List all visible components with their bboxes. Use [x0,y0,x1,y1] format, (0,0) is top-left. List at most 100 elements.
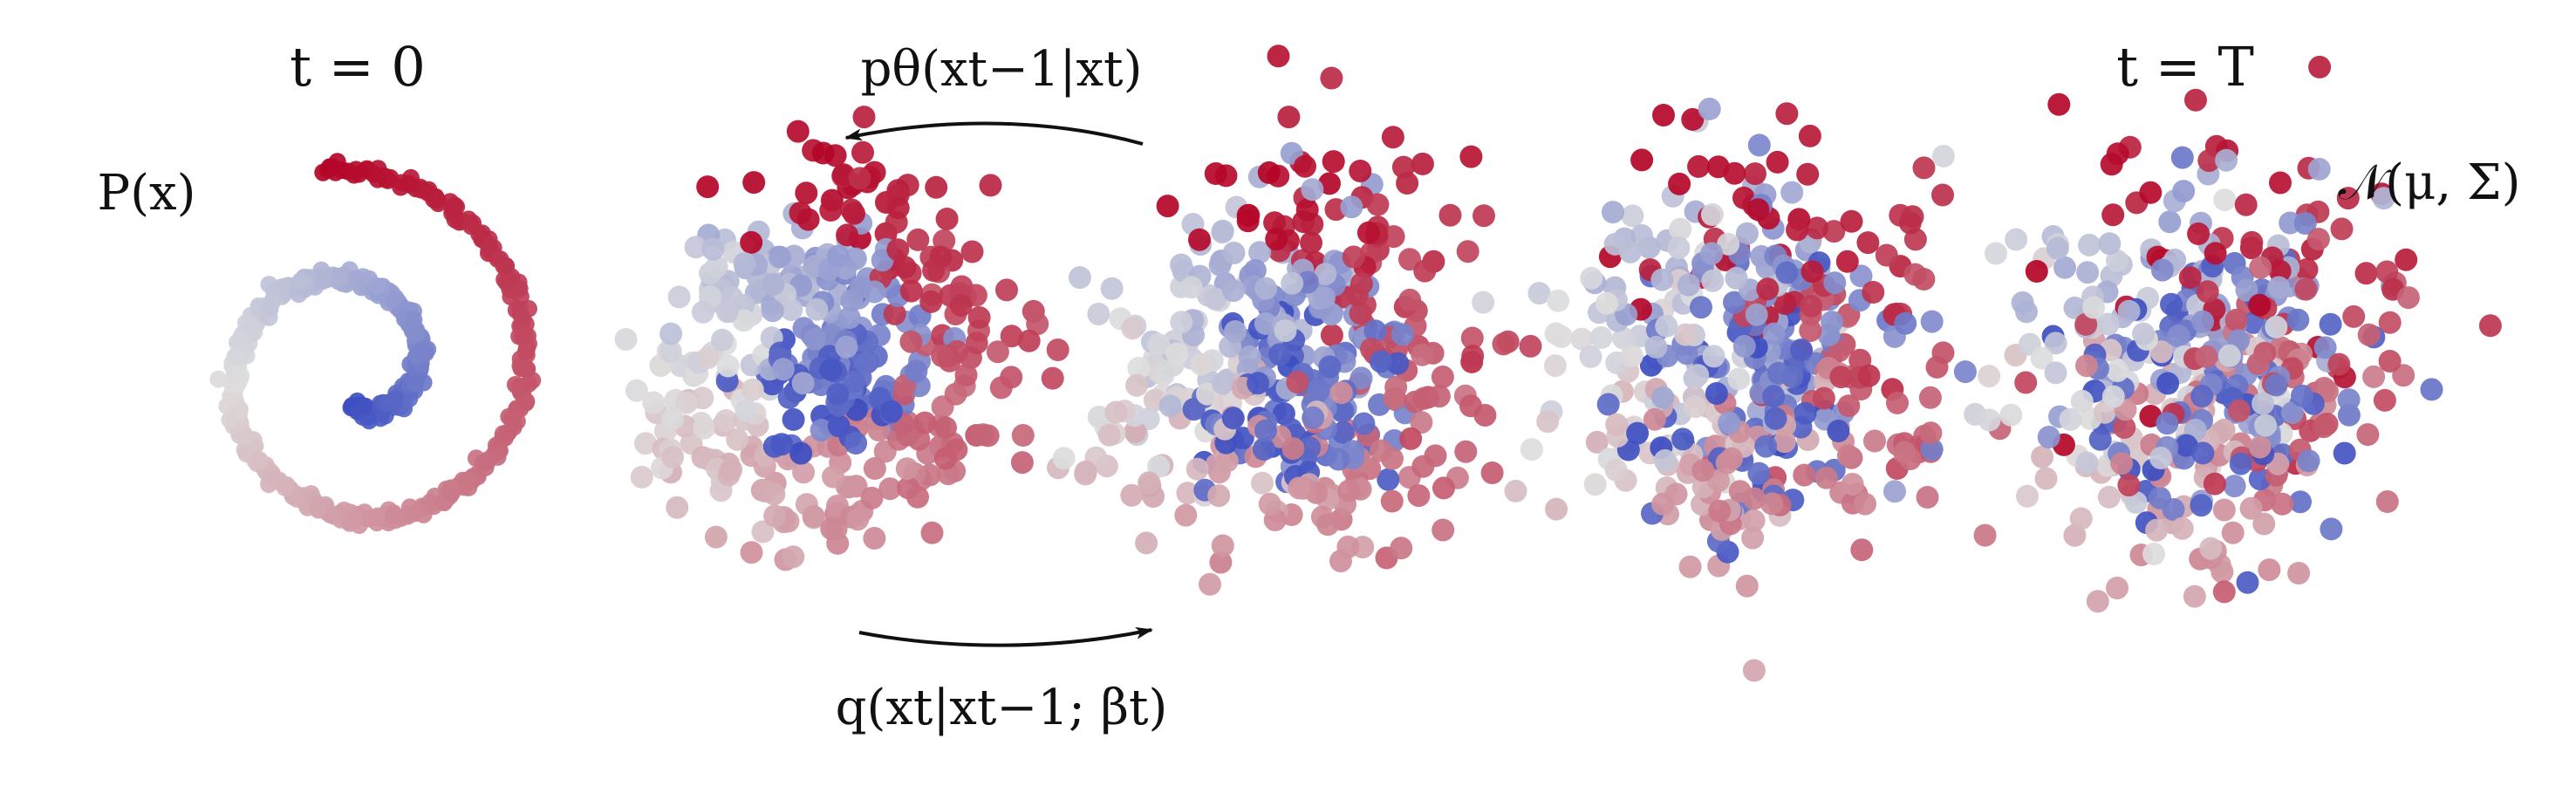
sample-point [1251,471,1274,495]
sample-point [1011,424,1035,447]
sample-point [369,507,387,525]
sample-point [979,174,1002,197]
sample-point [1762,322,1786,345]
sample-point [1383,386,1406,410]
sample-point [986,340,1009,364]
sample-point [2478,314,2502,338]
sample-point [1263,211,1287,235]
sample-point [1294,154,1316,178]
title-t0: t = 0 [290,35,426,99]
sample-point [1720,447,1743,470]
sample-point [1331,400,1355,423]
sample-point [392,178,410,196]
sample-point [2156,372,2180,395]
noise-step-2-cloud [1047,44,1542,596]
sample-point [2291,384,2313,407]
sample-point [1366,193,1390,216]
sample-point [1454,440,1478,463]
sample-point [2015,300,2038,324]
sample-point [1764,407,1787,430]
sample-point [2362,365,2386,388]
sample-point [1460,326,1484,350]
sample-point [1570,327,1594,351]
sample-point [2236,571,2259,594]
sample-point [1677,273,1700,297]
sample-point [291,272,310,291]
sample-point [1717,232,1740,256]
sample-point [2139,181,2163,204]
sample-point [2286,308,2310,332]
sample-point [1026,312,1049,336]
sample-point [1668,172,1691,195]
sample-point [740,541,763,564]
sample-point [661,407,685,430]
sample-point [2178,266,2202,290]
sample-point [762,482,786,506]
sample-point [642,391,666,414]
sample-point [1745,303,1768,326]
sample-point [1431,366,1454,388]
sample-point [2025,260,2048,283]
sample-point [1812,386,1835,410]
sample-point [913,411,937,434]
sample-point [2190,494,2213,517]
sample-point [684,236,707,259]
sample-point [1595,291,1618,315]
sample-point [1700,242,1724,265]
sample-point [1790,338,1813,361]
sample-point [241,317,259,335]
sample-point [762,272,785,296]
sample-point [1883,480,1906,503]
sample-point [860,486,884,509]
sample-point [2356,423,2380,447]
sample-point [1894,311,1917,335]
sample-point [1841,473,1864,496]
sample-point [922,259,946,282]
sample-point [1352,412,1376,435]
sample-point [2106,577,2128,599]
sample-point [1886,391,1909,414]
sample-point [1916,486,1939,509]
sample-point [2294,277,2318,301]
sample-point [2184,88,2207,112]
sample-point [735,399,758,422]
reverse-process-arrow [844,121,1144,146]
sample-point [1390,537,1413,560]
sample-point [2076,261,2100,284]
sample-point [2249,256,2272,279]
sample-point [1857,364,1881,387]
sample-point [1702,345,1725,368]
sample-point [1377,468,1400,491]
sample-point [1799,319,1822,342]
sample-point [368,277,386,295]
sample-point [2265,373,2288,397]
sample-point [934,416,957,440]
sample-point [2191,310,2215,333]
sample-point [2183,584,2206,608]
sample-point [1179,276,1203,299]
sample-point [2086,590,2109,613]
sample-point [1690,296,1712,319]
sample-point [406,504,424,523]
sample-point [2034,467,2058,490]
sample-point [886,238,910,262]
sample-point [1773,430,1796,454]
sample-point [1349,160,1372,182]
sample-point [2197,149,2221,173]
sample-point [777,386,801,409]
sample-point [1125,373,1148,397]
sample-point [2240,230,2264,254]
sample-point [716,354,740,378]
sample-point [2070,389,2094,413]
sample-point [1369,439,1392,462]
sample-point [2199,537,2223,560]
sample-point [819,358,843,381]
sample-point [844,247,867,270]
sample-point [1156,195,1179,218]
sample-point [2167,325,2190,347]
sample-point [2333,441,2356,465]
sample-point [2212,580,2236,604]
sample-point [1174,503,1198,527]
sample-point [428,191,447,209]
sample-point [2330,217,2354,241]
